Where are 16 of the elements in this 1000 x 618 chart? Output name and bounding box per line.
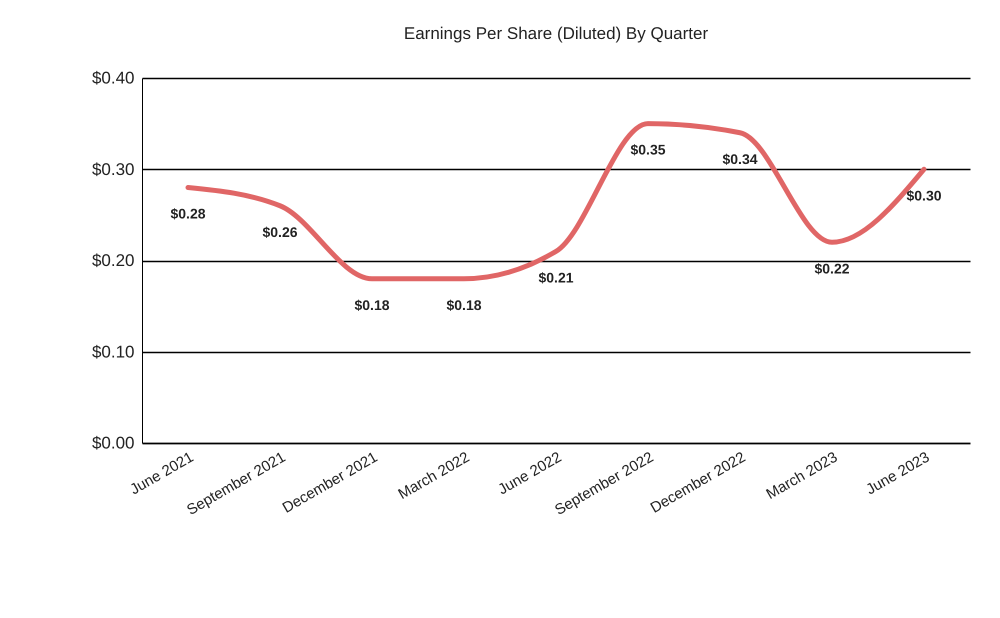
data-label: $0.22: [814, 260, 850, 276]
y-tick-label: $0.00: [92, 434, 134, 452]
x-tick-label: June 2023: [863, 448, 932, 498]
data-label: $0.26: [262, 224, 298, 240]
y-tick-label: $0.30: [92, 160, 134, 179]
data-label: $0.35: [630, 142, 666, 158]
data-label: $0.18: [354, 296, 390, 313]
chart-title: Earnings Per Share (Diluted) By Quarter: [404, 24, 708, 43]
data-label: $0.21: [538, 269, 574, 286]
data-label: $0.34: [722, 150, 758, 167]
y-tick-label: $0.20: [92, 251, 134, 270]
data-label: $0.28: [170, 206, 206, 222]
data-label: $0.18: [446, 296, 482, 313]
y-tick-label: $0.10: [92, 342, 134, 362]
y-tick-label: $0.40: [92, 68, 134, 88]
data-label: $0.30: [906, 187, 942, 204]
